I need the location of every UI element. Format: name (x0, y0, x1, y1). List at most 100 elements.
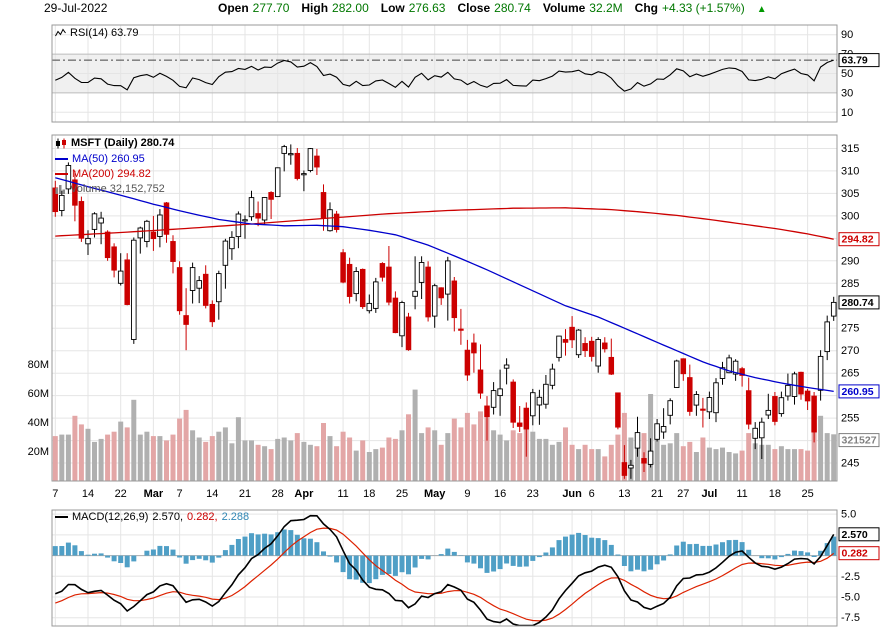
svg-text:80M: 80M (28, 359, 49, 371)
svg-text:23: 23 (527, 488, 539, 500)
svg-text:60M: 60M (28, 388, 49, 400)
svg-text:2.570: 2.570 (842, 529, 868, 541)
volume-bars-icon (55, 185, 65, 194)
svg-text:18: 18 (769, 488, 781, 500)
svg-text:245: 245 (841, 458, 859, 470)
axis-value-box (838, 433, 880, 448)
svg-text:315: 315 (841, 143, 859, 155)
up-arrow-icon: ▲ (756, 4, 767, 15)
svg-text:90: 90 (841, 29, 853, 41)
svg-text:10: 10 (841, 107, 853, 119)
svg-text:63.79: 63.79 (842, 55, 868, 67)
axis-value-box (838, 527, 880, 542)
macd-main-line (55, 514, 835, 627)
header-field-low: Low 276.63 (380, 1, 446, 15)
svg-text:280.74: 280.74 (842, 297, 874, 309)
svg-text:6: 6 (589, 488, 595, 500)
svg-text:11: 11 (337, 488, 348, 500)
svg-text:-5.0: -5.0 (841, 592, 860, 604)
symbol-legend-label: MSFT (Daily) 280.74 (71, 137, 175, 149)
rsi-legend-label: RSI(14) 63.79 (70, 27, 139, 39)
ma200-legend: MA(200) 294.82 (55, 168, 151, 180)
axis-value-box (838, 546, 880, 561)
svg-text:28: 28 (272, 488, 284, 500)
svg-text:21: 21 (651, 488, 663, 500)
svg-text:-7.5: -7.5 (841, 612, 860, 624)
svg-text:25: 25 (396, 488, 408, 500)
panel-borders (51, 24, 838, 627)
svg-text:11: 11 (736, 488, 747, 500)
date-label: 29-Jul-2022 (44, 1, 108, 15)
header-field-high: High 282.00 (301, 1, 369, 15)
svg-text:40M: 40M (28, 417, 49, 429)
svg-text:321527: 321527 (842, 435, 877, 447)
ohlc-summary: Open 277.70 High 282.00 Low 276.63 Close 280… (218, 1, 767, 15)
macd-legend-hist-value: 2.288 (221, 511, 250, 523)
ma50-legend: MA(50) 260.95 (55, 153, 145, 165)
svg-text:285: 285 (841, 278, 859, 290)
ma200-line (55, 207, 834, 240)
svg-text:-2.5: -2.5 (841, 571, 860, 583)
candlestick-icon (56, 138, 66, 148)
svg-text:255: 255 (841, 413, 859, 425)
svg-text:22: 22 (115, 488, 127, 500)
ma200-legend-label: MA(200) 294.82 (72, 168, 151, 180)
svg-text:5.0: 5.0 (841, 509, 856, 521)
svg-text:270: 270 (841, 345, 859, 357)
header-field-open: Open 277.70 (218, 1, 290, 15)
svg-text:7: 7 (177, 488, 183, 500)
macd-line-icon (55, 516, 68, 518)
svg-text:21: 21 (239, 488, 251, 500)
ma50-line (55, 177, 834, 393)
svg-text:294.82: 294.82 (842, 234, 874, 246)
rsi-legend: RSI(14) 63.79 (55, 27, 138, 39)
svg-text:275: 275 (841, 323, 859, 335)
header: 29-Jul-2022 Open 277.70 High 282.00 Low 276… (44, 1, 767, 16)
svg-text:25: 25 (801, 488, 813, 500)
svg-text:18: 18 (363, 488, 375, 500)
axis-labels: 315 310 305 300 290 285 275 270 265 255 245 80M 60M 4… (28, 29, 880, 624)
svg-text:May: May (424, 488, 446, 500)
volume-legend-label: Volume 32,152,752 (70, 183, 165, 195)
svg-text:300: 300 (841, 210, 859, 222)
svg-text:9: 9 (464, 488, 470, 500)
macd-legend-name: MACD(12,26,9) (72, 511, 149, 523)
ma50-line-icon (55, 158, 68, 160)
axis-value-box (838, 53, 880, 68)
macd-signal-line (55, 527, 835, 622)
svg-text:260.95: 260.95 (842, 386, 874, 398)
rsi-icon (55, 28, 66, 37)
svg-text:Jul: Jul (701, 488, 717, 500)
svg-text:14: 14 (206, 488, 218, 500)
header-field-volume: Volume 32.2M (542, 1, 623, 15)
svg-text:290: 290 (841, 255, 859, 267)
svg-text:16: 16 (494, 488, 506, 500)
svg-text:30: 30 (841, 87, 853, 99)
gridlines (52, 25, 837, 626)
svg-text:50: 50 (841, 68, 853, 80)
svg-text:265: 265 (841, 368, 859, 380)
ma50-legend-label: MA(50) 260.95 (72, 153, 145, 165)
macd-histogram (52, 529, 837, 584)
axis-value-box (838, 232, 880, 247)
volume-legend: Volume 32,152,752 (55, 183, 165, 195)
macd-legend: MACD(12,26,9) 2.570, 0.282, 2.288 (55, 511, 249, 523)
svg-text:305: 305 (841, 188, 859, 200)
svg-text:13: 13 (618, 488, 630, 500)
header-field-chg: Chg +4.33 (+1.57%) (634, 1, 745, 15)
svg-text:27: 27 (677, 488, 689, 500)
volume-bars (52, 389, 837, 482)
svg-text:Jun: Jun (562, 488, 582, 500)
svg-text:14: 14 (82, 488, 94, 500)
svg-text:7: 7 (52, 488, 58, 500)
svg-text:0.282: 0.282 (842, 548, 868, 560)
macd-legend-signal-value: 0.282, (187, 511, 218, 523)
rsi-line (55, 59, 834, 92)
axis-value-box (838, 384, 880, 399)
macd-legend-macd-value: 2.570, (152, 511, 184, 523)
svg-text:Apr: Apr (294, 488, 314, 500)
header-field-close: Close 280.74 (457, 1, 531, 15)
svg-text:310: 310 (841, 165, 859, 177)
